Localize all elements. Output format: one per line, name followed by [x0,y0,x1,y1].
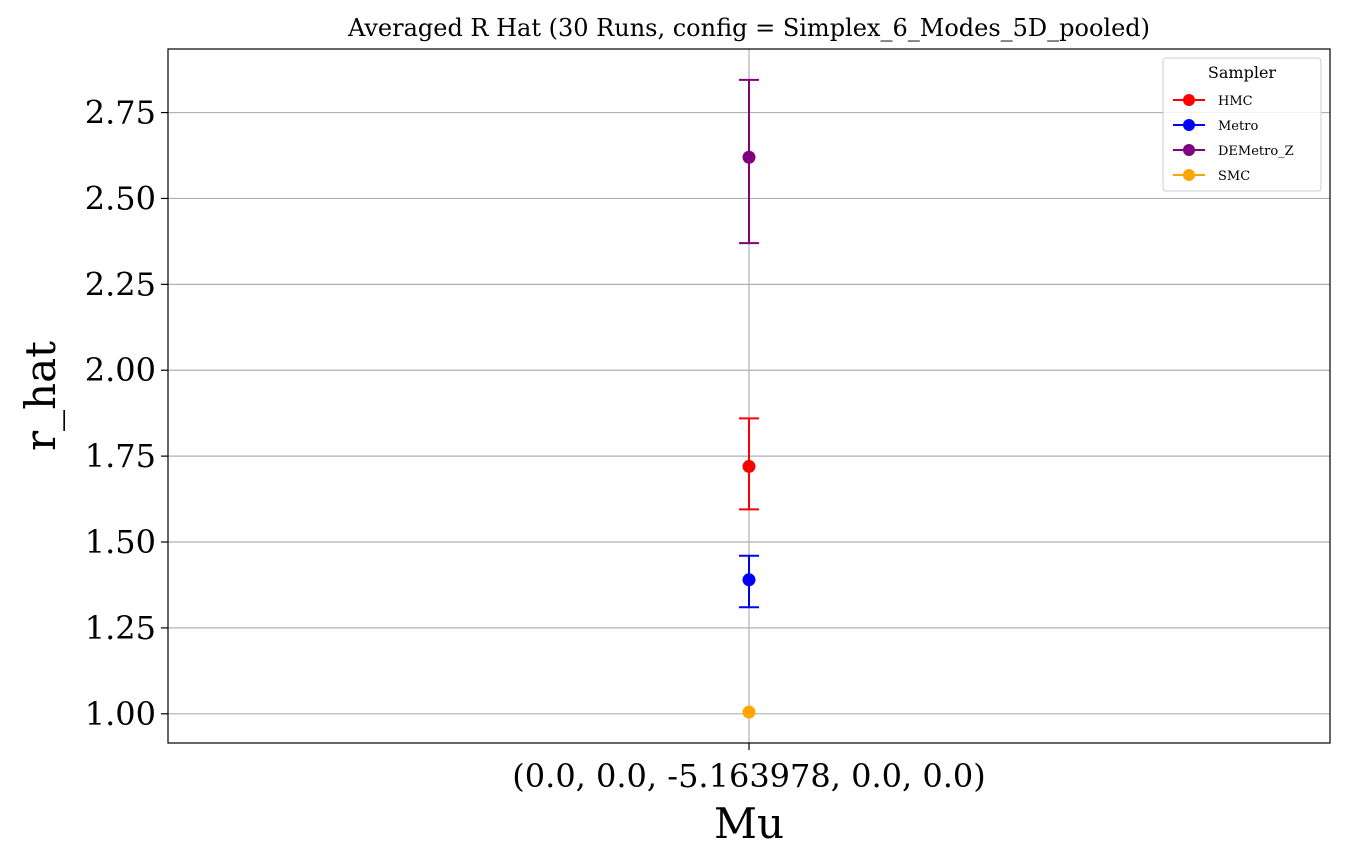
legend-item: Metro [1173,119,1258,134]
legend-item: DEMetro_Z [1173,144,1294,159]
y-tick-label: 1.00 [85,695,156,733]
legend-item: SMC [1173,169,1250,184]
y-tick-label: 2.25 [85,265,156,303]
legend-title: Sampler [1208,63,1277,82]
chart-title: Averaged R Hat (30 Runs, config = Simple… [347,14,1150,42]
legend-marker [1183,169,1195,181]
y-tick-label: 2.00 [85,351,156,389]
series-layer [739,78,759,719]
plot-frame [167,48,1331,744]
series-hmc [739,417,759,511]
legend-item: HMC [1173,94,1253,109]
series-demetro-z [739,78,759,245]
legend-label: DEMetro_Z [1218,144,1294,159]
y-tick-label: 1.50 [85,523,156,561]
y-axis-label: r_hat [16,341,65,451]
legend-marker [1183,119,1195,131]
y-axis-ticks: 1.00 1.25 1.50 1.75 2.00 2.25 2.50 2.75 [85,94,168,733]
data-point [742,150,756,164]
legend-label: Metro [1218,119,1258,134]
legend-marker [1183,94,1195,106]
data-point [742,705,756,719]
y-tick-label: 2.50 [85,179,156,217]
x-axis-ticks: (0.0, 0.0, -5.163978, 0.0, 0.0) [512,743,986,795]
x-axis-label: Mu [714,799,784,848]
x-tick-label: (0.0, 0.0, -5.163978, 0.0, 0.0) [512,757,985,795]
legend-label: SMC [1218,169,1250,184]
series-metro [739,554,759,609]
y-tick-label: 1.25 [85,609,156,647]
series-smc [742,705,756,719]
legend: Sampler HMC Metro DEMetro_Z SMC [1162,57,1322,192]
legend-items: HMC Metro DEMetro_Z SMC [1173,94,1294,184]
y-tick-label: 1.75 [85,437,156,475]
legend-label: HMC [1218,94,1253,109]
legend-box [1162,57,1322,192]
y-tick-label: 2.75 [85,94,156,132]
data-point [742,573,756,587]
grid [168,49,1330,743]
data-point [742,459,756,473]
legend-marker [1183,144,1195,156]
